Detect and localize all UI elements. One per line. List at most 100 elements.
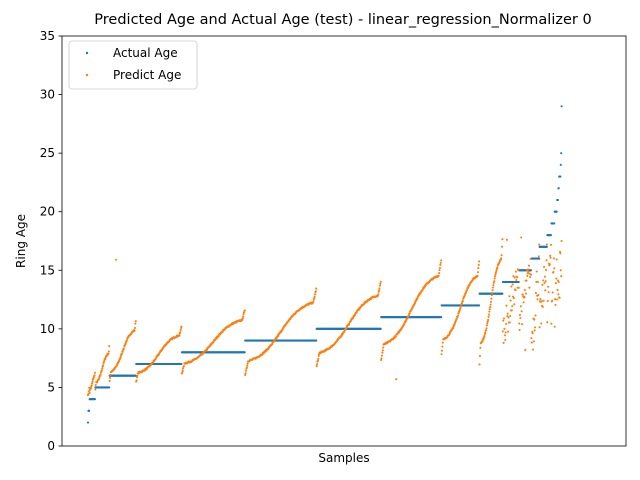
- predict-age-point: [109, 373, 112, 376]
- predict-age-point: [379, 282, 382, 285]
- predict-age-point: [525, 292, 528, 295]
- predict-age-point: [107, 350, 110, 353]
- predict-age-point: [505, 322, 508, 325]
- predict-age-point: [555, 277, 558, 280]
- predict-age-point: [523, 288, 526, 292]
- predict-age-point: [178, 334, 181, 337]
- y-tick-label: 35: [40, 29, 55, 43]
- predict-age-point: [485, 324, 488, 327]
- actual-age-point: [86, 421, 90, 424]
- predict-age-point: [206, 348, 209, 351]
- actual-age-series: [86, 105, 563, 424]
- predict-age-point: [555, 258, 558, 261]
- predict-age-point: [550, 322, 553, 325]
- predict-age-point: [485, 327, 488, 330]
- predict-age-point: [529, 276, 532, 279]
- actual-age-point: [555, 210, 558, 213]
- predict-age-point: [179, 328, 182, 332]
- predict-age-point: [518, 313, 522, 317]
- predict-age-point: [242, 311, 246, 314]
- predict-age-point: [523, 295, 526, 299]
- predict-age-point: [243, 309, 246, 312]
- actual-age-point: [478, 304, 481, 307]
- predict-age-point: [503, 317, 506, 320]
- predict-age-point: [492, 281, 495, 284]
- actual-age-point: [559, 163, 562, 166]
- predict-age-point: [94, 383, 97, 387]
- predict-age-point: [246, 362, 249, 365]
- predict-age-point: [511, 305, 514, 308]
- predict-age-point: [541, 305, 544, 308]
- predict-age-point: [493, 277, 496, 280]
- predict-age-point: [557, 280, 560, 284]
- predict-age-point: [315, 365, 318, 368]
- predict-age-point: [100, 369, 103, 372]
- predict-age-point: [520, 310, 523, 313]
- predict-age-point: [424, 285, 427, 288]
- predict-age-point: [489, 300, 493, 303]
- predict-age-point: [557, 293, 560, 296]
- predict-age-point: [500, 257, 503, 260]
- predict-age-point: [549, 243, 553, 246]
- predict-age-point: [505, 238, 508, 241]
- predict-age-point: [527, 268, 530, 271]
- predict-age-point: [494, 271, 497, 275]
- predict-age-point: [508, 295, 511, 298]
- predict-age-point: [542, 279, 545, 282]
- predict-age-point: [244, 369, 248, 372]
- predict-age-point: [181, 371, 184, 374]
- predict-age-point: [491, 291, 494, 295]
- predict-age-point: [459, 307, 462, 310]
- predict-age-point: [546, 299, 549, 303]
- predict-age-point: [508, 321, 511, 324]
- predict-age-point: [90, 384, 93, 387]
- predict-age-point: [241, 318, 244, 322]
- predict-age-point: [526, 274, 529, 277]
- predict-age-point: [534, 314, 537, 317]
- actual-age-point: [559, 175, 562, 178]
- predict-age-point: [515, 278, 518, 282]
- predict-age-point: [487, 318, 490, 322]
- predict-age-point: [552, 257, 555, 260]
- predict-age-point: [500, 245, 504, 248]
- predict-age-point: [503, 327, 506, 330]
- predict-age-point: [378, 287, 381, 290]
- predict-age-point: [379, 280, 382, 283]
- predict-age-point: [107, 352, 110, 355]
- predict-age-point: [512, 275, 515, 278]
- actual-age-point: [379, 327, 382, 330]
- predict-age-point: [554, 298, 557, 301]
- predict-age-point: [540, 322, 543, 325]
- predict-age-point: [241, 317, 244, 320]
- predict-age-point: [534, 326, 537, 329]
- y-tick-label: 25: [40, 146, 55, 160]
- predict-age-point: [516, 276, 519, 279]
- predict-age-point: [537, 293, 540, 297]
- predict-age-point: [548, 263, 551, 266]
- predict-age-point: [532, 340, 535, 343]
- predict-age-point: [545, 243, 548, 246]
- predict-age-point: [545, 268, 548, 272]
- predict-age-point: [528, 286, 531, 289]
- predict-age-point: [102, 364, 105, 367]
- legend-marker-predict: [85, 73, 89, 77]
- actual-age-point: [108, 386, 111, 389]
- predict-age-point: [512, 297, 515, 300]
- predict-age-point: [534, 291, 537, 295]
- predict-age-point: [439, 261, 442, 264]
- predict-age-point: [416, 297, 419, 300]
- predict-age-point: [556, 298, 559, 301]
- y-tick-label: 10: [40, 322, 55, 336]
- actual-age-point: [557, 187, 560, 190]
- predict-age-point: [380, 354, 384, 357]
- predict-age-point: [313, 295, 316, 298]
- predict-age-point: [91, 380, 94, 383]
- predict-age-point: [438, 272, 441, 275]
- predict-age-point: [382, 346, 385, 349]
- predict-age-point: [506, 312, 509, 315]
- predict-age-point: [527, 270, 530, 273]
- actual-age-point: [560, 105, 563, 108]
- predict-age-point: [536, 298, 539, 301]
- predict-age-point: [490, 297, 493, 300]
